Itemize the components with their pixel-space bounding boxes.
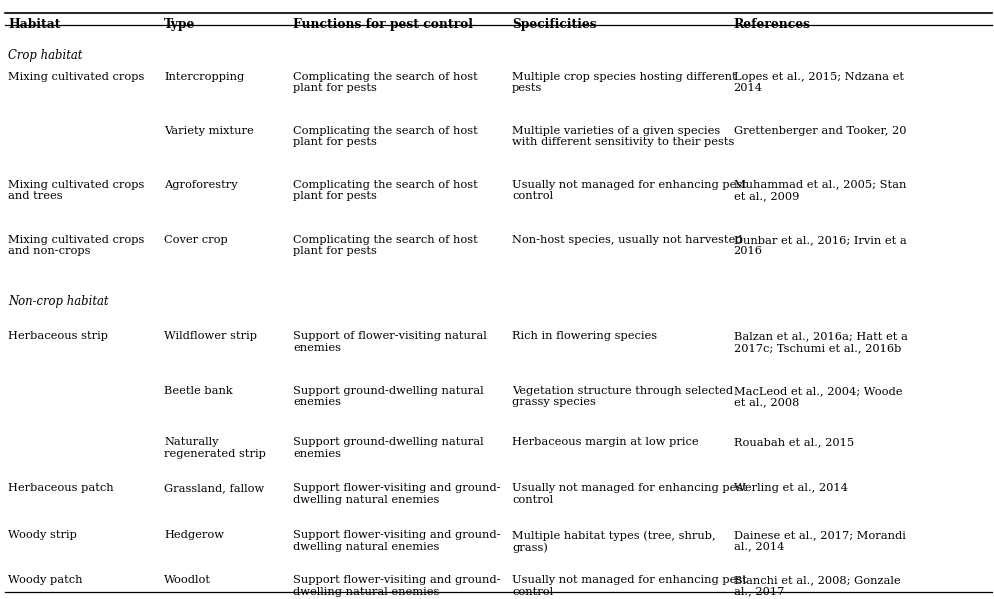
Text: Werling et al., 2014: Werling et al., 2014 — [734, 483, 848, 494]
Text: Lopes et al., 2015; Ndzana et
2014: Lopes et al., 2015; Ndzana et 2014 — [734, 72, 904, 93]
Text: MacLeod et al., 2004; Woode
et al., 2008: MacLeod et al., 2004; Woode et al., 2008 — [734, 386, 903, 407]
Text: Woody strip: Woody strip — [8, 530, 77, 540]
Text: Herbaceous strip: Herbaceous strip — [8, 331, 108, 341]
Text: Dunbar et al., 2016; Irvin et a
2016: Dunbar et al., 2016; Irvin et a 2016 — [734, 235, 907, 256]
Text: Vegetation structure through selected
grassy species: Vegetation structure through selected gr… — [512, 386, 733, 407]
Text: Habitat: Habitat — [8, 18, 61, 31]
Text: Mixing cultivated crops: Mixing cultivated crops — [8, 72, 144, 82]
Text: Specificities: Specificities — [512, 18, 596, 31]
Text: Herbaceous margin at low price: Herbaceous margin at low price — [512, 437, 699, 447]
Text: Naturally
regenerated strip: Naturally regenerated strip — [164, 437, 265, 459]
Text: Muhammad et al., 2005; Stan
et al., 2009: Muhammad et al., 2005; Stan et al., 2009 — [734, 180, 906, 201]
Text: Support ground-dwelling natural
enemies: Support ground-dwelling natural enemies — [293, 437, 484, 459]
Text: Rouabah et al., 2015: Rouabah et al., 2015 — [734, 437, 854, 447]
Text: Multiple varieties of a given species
with different sensitivity to their pests: Multiple varieties of a given species wi… — [512, 126, 735, 147]
Text: Non-crop habitat: Non-crop habitat — [8, 295, 108, 308]
Text: Complicating the search of host
plant for pests: Complicating the search of host plant fo… — [293, 180, 478, 201]
Text: Cover crop: Cover crop — [164, 235, 228, 245]
Text: Balzan et al., 2016a; Hatt et a
2017c; Tschumi et al., 2016b: Balzan et al., 2016a; Hatt et a 2017c; T… — [734, 331, 908, 353]
Text: Wildflower strip: Wildflower strip — [164, 331, 257, 341]
Text: Support ground-dwelling natural
enemies: Support ground-dwelling natural enemies — [293, 386, 484, 407]
Text: Agroforestry: Agroforestry — [164, 180, 238, 190]
Text: Beetle bank: Beetle bank — [164, 386, 233, 396]
Text: References: References — [734, 18, 810, 31]
Text: Support flower-visiting and ground-
dwelling natural enemies: Support flower-visiting and ground- dwel… — [293, 530, 501, 552]
Text: Herbaceous patch: Herbaceous patch — [8, 483, 113, 494]
Text: Type: Type — [164, 18, 196, 31]
Text: Grassland, fallow: Grassland, fallow — [164, 483, 264, 494]
Text: Multiple habitat types (tree, shrub,
grass): Multiple habitat types (tree, shrub, gra… — [512, 530, 716, 553]
Text: Hedgerow: Hedgerow — [164, 530, 224, 540]
Text: Usually not managed for enhancing pest
control: Usually not managed for enhancing pest c… — [512, 483, 746, 505]
Text: Multiple crop species hosting different
pests: Multiple crop species hosting different … — [512, 72, 737, 93]
Text: Complicating the search of host
plant for pests: Complicating the search of host plant fo… — [293, 72, 478, 93]
Text: Grettenberger and Tooker, 20: Grettenberger and Tooker, 20 — [734, 126, 907, 136]
Text: Support of flower-visiting natural
enemies: Support of flower-visiting natural enemi… — [293, 331, 487, 353]
Text: Rich in flowering species: Rich in flowering species — [512, 331, 657, 341]
Text: Usually not managed for enhancing pest
control: Usually not managed for enhancing pest c… — [512, 575, 746, 597]
Text: Mixing cultivated crops
and non-crops: Mixing cultivated crops and non-crops — [8, 235, 144, 256]
Text: Mixing cultivated crops
and trees: Mixing cultivated crops and trees — [8, 180, 144, 201]
Text: Support flower-visiting and ground-
dwelling natural enemies: Support flower-visiting and ground- dwel… — [293, 483, 501, 505]
Text: Complicating the search of host
plant for pests: Complicating the search of host plant fo… — [293, 235, 478, 256]
Text: Dainese et al., 2017; Morandi
al., 2014: Dainese et al., 2017; Morandi al., 2014 — [734, 530, 906, 552]
Text: Woody patch: Woody patch — [8, 575, 83, 585]
Text: Support flower-visiting and ground-
dwelling natural enemies: Support flower-visiting and ground- dwel… — [293, 575, 501, 597]
Text: Bianchi et al., 2008; Gonzale
al., 2017: Bianchi et al., 2008; Gonzale al., 2017 — [734, 575, 901, 597]
Text: Usually not managed for enhancing pest
control: Usually not managed for enhancing pest c… — [512, 180, 746, 201]
Text: Non-host species, usually not harvested: Non-host species, usually not harvested — [512, 235, 743, 245]
Text: Intercropping: Intercropping — [164, 72, 245, 82]
Text: Woodlot: Woodlot — [164, 575, 211, 585]
Text: Complicating the search of host
plant for pests: Complicating the search of host plant fo… — [293, 126, 478, 147]
Text: Crop habitat: Crop habitat — [8, 49, 83, 62]
Text: Functions for pest control: Functions for pest control — [293, 18, 473, 31]
Text: Variety mixture: Variety mixture — [164, 126, 253, 136]
